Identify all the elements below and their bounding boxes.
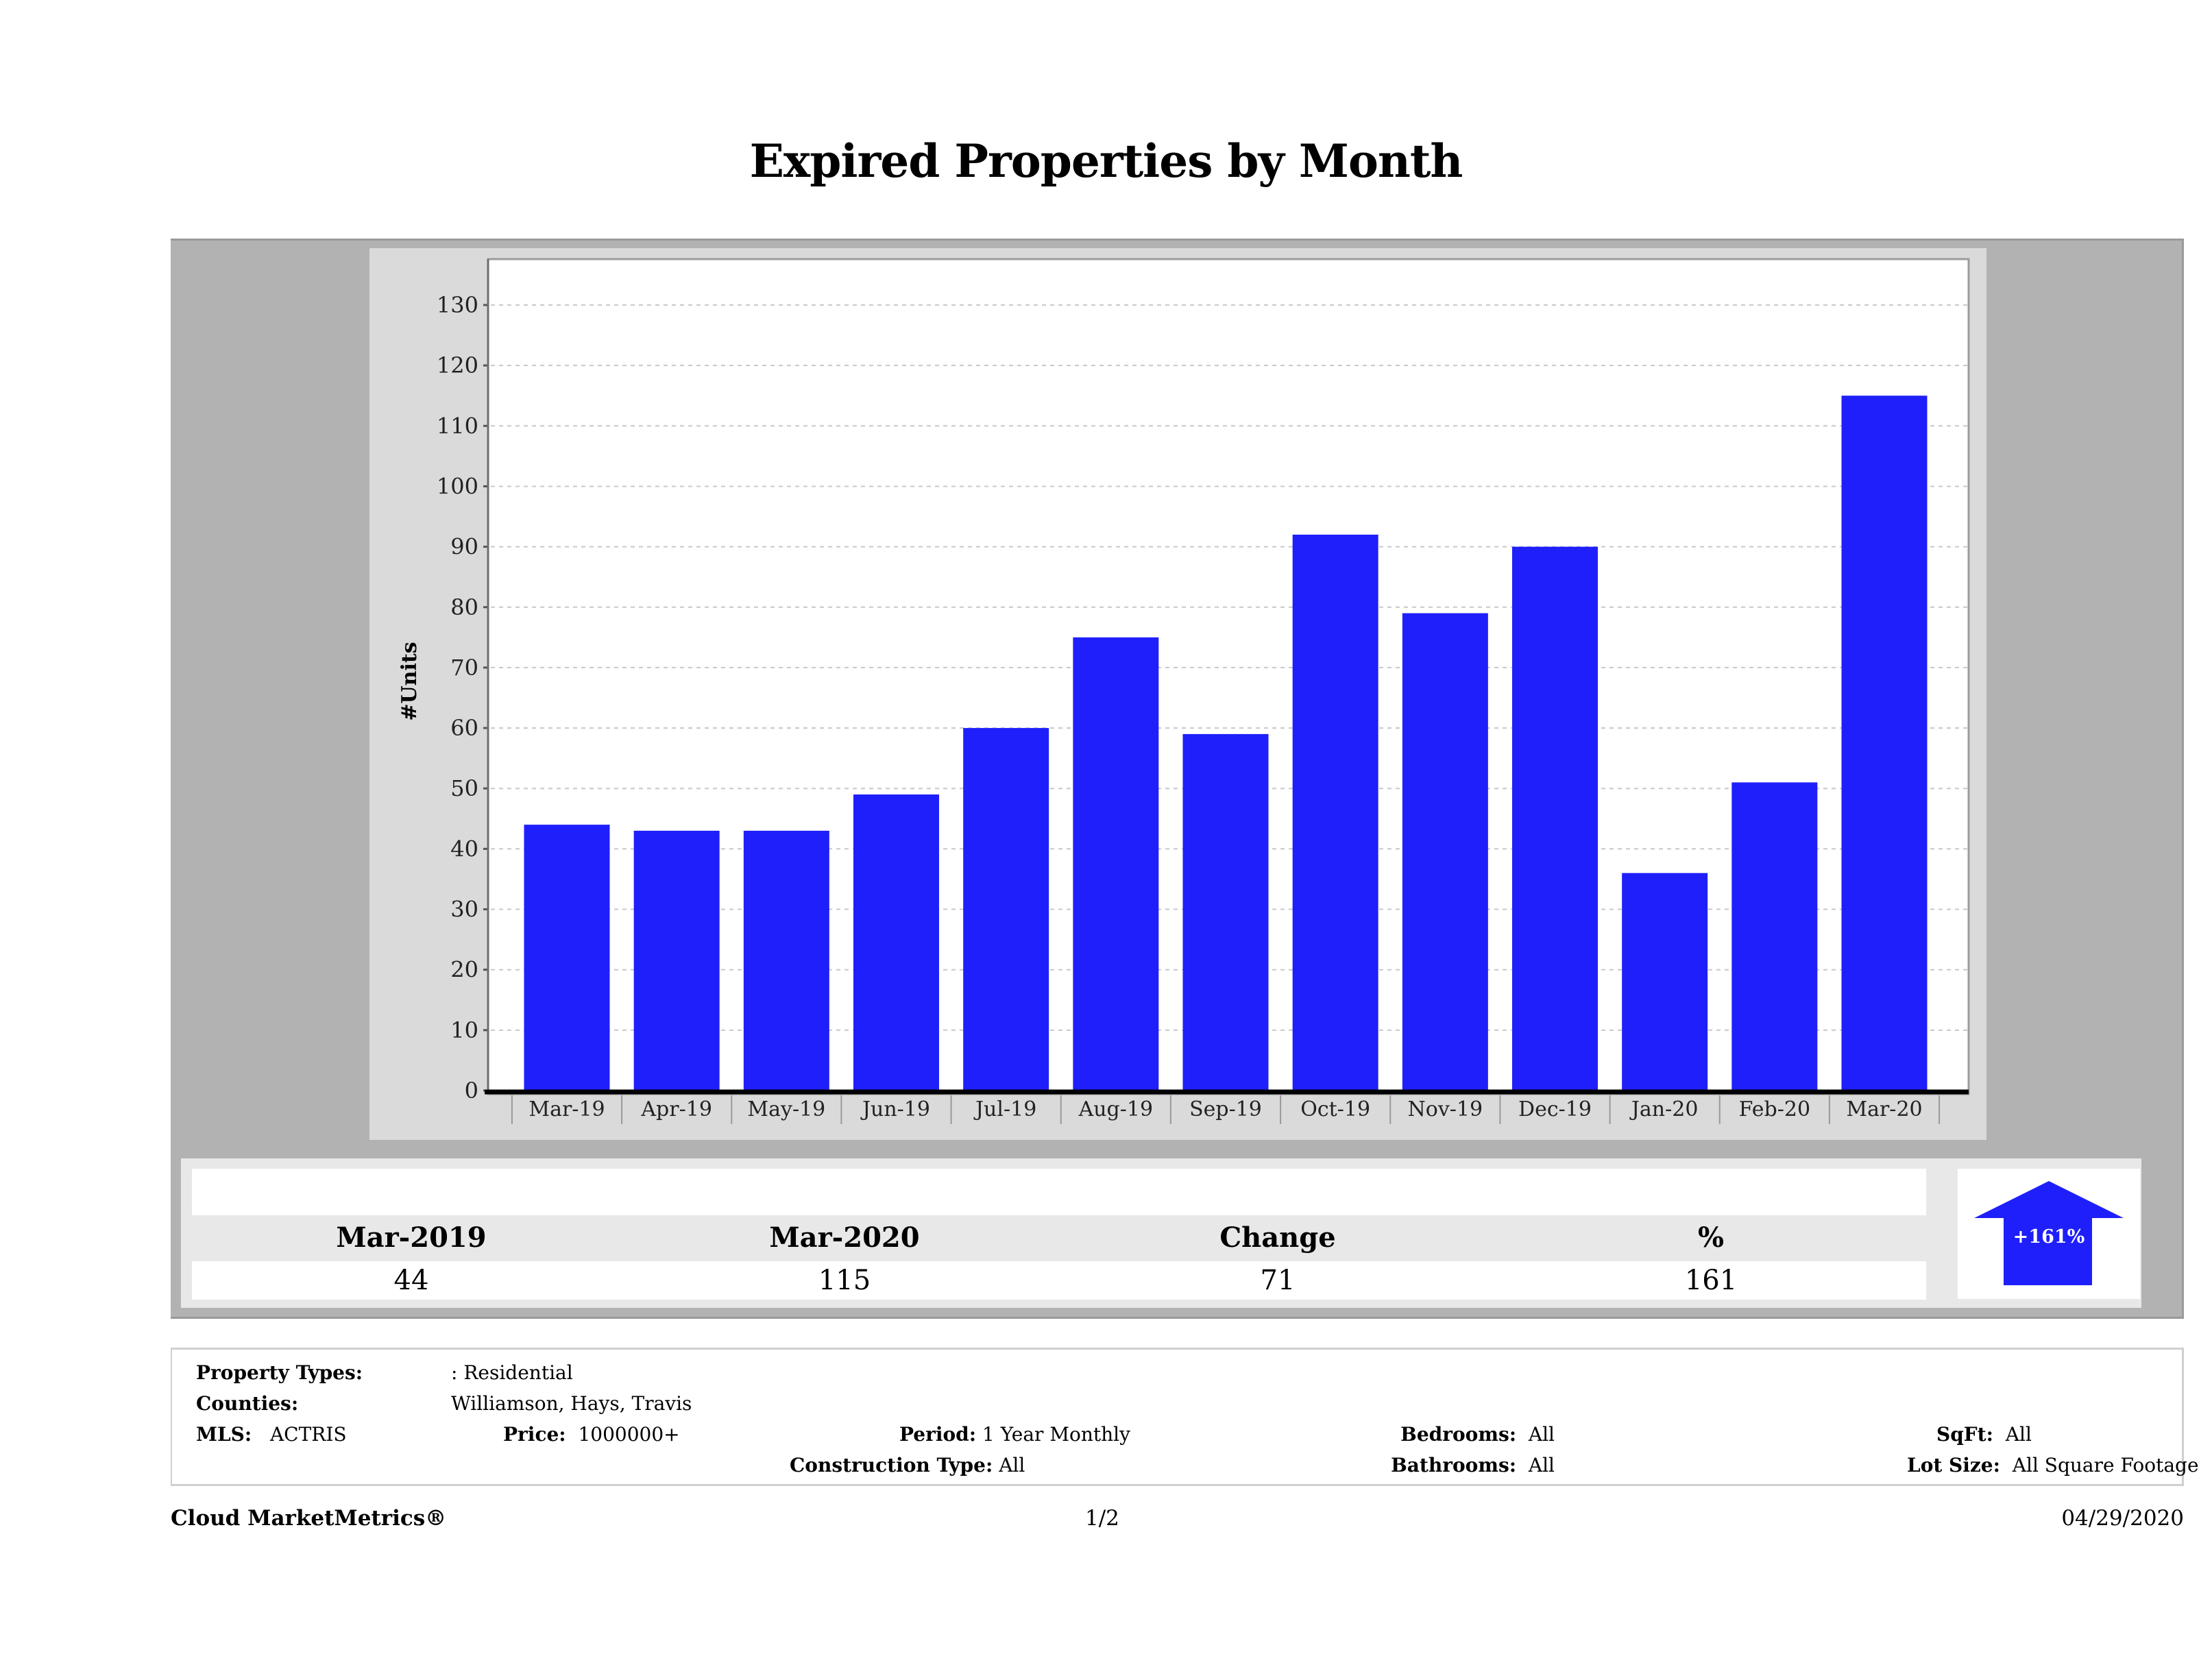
- bathrooms-field: Bathrooms: All: [1391, 1454, 1555, 1477]
- y-tick-label: 60: [450, 715, 478, 741]
- x-tick-label: Sep-19: [1189, 1097, 1262, 1121]
- period-label: Period:: [899, 1423, 977, 1446]
- bar-Dec-19: [1512, 546, 1598, 1091]
- y-tick-label: 10: [450, 1017, 478, 1043]
- x-tick-label: Mar-19: [528, 1097, 605, 1121]
- x-tick-label: Jan-20: [1629, 1097, 1699, 1121]
- price-label: Price:: [503, 1423, 566, 1446]
- bathrooms-value: All: [1528, 1454, 1555, 1476]
- bathrooms-label: Bathrooms:: [1391, 1454, 1517, 1476]
- counties-label-text: Counties:: [196, 1392, 299, 1415]
- bar-Mar-19: [524, 825, 610, 1091]
- summary-header-end: Mar-2020: [769, 1221, 920, 1254]
- x-tick-label: Mar-20: [1846, 1097, 1922, 1121]
- y-tick-label: 110: [437, 413, 478, 439]
- bar-chart: 0 10 20 30 40 50 60 70 80 90 100 110 120 130 Mar-19 Ap…: [398, 258, 1970, 1124]
- construction-field: Construction Type: All: [790, 1454, 1025, 1477]
- x-tick-label: Jul-19: [973, 1097, 1036, 1121]
- bedrooms-label: Bedrooms:: [1400, 1423, 1517, 1446]
- summary-value-start: 44: [393, 1265, 429, 1296]
- x-tick-label: Feb-20: [1739, 1097, 1810, 1121]
- bar-Apr-19: [633, 830, 720, 1091]
- period-field: Period: 1 Year Monthly: [899, 1423, 1130, 1446]
- report-date: 04/29/2020: [2061, 1506, 2184, 1531]
- lot-size-value: All Square Footage: [2012, 1454, 2199, 1476]
- y-tick-label: 130: [437, 292, 478, 318]
- bar-Nov-19: [1402, 613, 1488, 1091]
- x-tick-label: Apr-19: [640, 1097, 712, 1121]
- y-tick-label: 120: [437, 352, 478, 378]
- bar-May-19: [743, 830, 829, 1091]
- price-field: Price: 1000000+: [503, 1423, 680, 1446]
- summary-value-change: 71: [1260, 1265, 1296, 1296]
- y-tick-label: 90: [450, 534, 478, 560]
- y-axis-label: #Units: [398, 642, 422, 720]
- property-types-label: Property Types:: [196, 1361, 363, 1385]
- y-axis-ticks: 0 10 20 30 40 50 60 70 80 90 100 110 120 130: [437, 292, 488, 1104]
- filter-info-box: [171, 1348, 2184, 1486]
- page-number: 1/2: [1085, 1506, 1119, 1531]
- property-types-value: : Residential: [451, 1361, 573, 1384]
- counties-label: Counties:: [196, 1392, 298, 1415]
- property-types-label-text: Property Types:: [196, 1361, 363, 1384]
- y-tick-label: 30: [450, 897, 478, 923]
- summary-header-percent: %: [1697, 1221, 1724, 1254]
- summary-header-start: Mar-2019: [336, 1221, 487, 1254]
- arrow-up-icon: +161%: [1974, 1181, 2124, 1285]
- y-tick-label: 100: [437, 473, 478, 499]
- bar-Jun-19: [853, 794, 939, 1091]
- summary-header-change: Change: [1219, 1221, 1336, 1254]
- summary-blank-row: [192, 1169, 1926, 1215]
- bar-Sep-19: [1182, 733, 1269, 1091]
- bedrooms-field: Bedrooms: All: [1400, 1423, 1555, 1446]
- mls-field: MLS: ACTRIS: [196, 1423, 347, 1446]
- price-value: 1000000+: [578, 1423, 680, 1446]
- bar-Mar-20: [1841, 396, 1928, 1091]
- summary-value-end: 115: [818, 1265, 871, 1296]
- summary-value-percent: 161: [1684, 1265, 1738, 1296]
- lot-size-label: Lot Size:: [1907, 1454, 2000, 1476]
- mls-value: ACTRIS: [269, 1423, 347, 1446]
- lot-size-field: Lot Size: All Square Footage: [1907, 1454, 2199, 1477]
- x-axis-ticks: Mar-19 Apr-19 May-19 Jun-19 Jul-19 Aug-19 Sep-…: [511, 1095, 1941, 1124]
- counties-value: Williamson, Hays, Travis: [451, 1392, 692, 1415]
- x-tick-label: Oct-19: [1300, 1097, 1370, 1121]
- x-tick-label: Jun-19: [860, 1097, 930, 1121]
- bar-Jul-19: [963, 728, 1049, 1091]
- construction-value: All: [999, 1454, 1025, 1476]
- bar-Aug-19: [1073, 637, 1159, 1091]
- y-tick-label: 40: [450, 836, 478, 862]
- construction-label: Construction Type:: [790, 1454, 993, 1476]
- y-tick-label: 50: [450, 775, 478, 801]
- bars: [524, 396, 1928, 1091]
- bedrooms-value: All: [1528, 1423, 1555, 1446]
- arrow-label: +161%: [2013, 1226, 2085, 1248]
- x-tick-label: Nov-19: [1408, 1097, 1483, 1121]
- sqft-label: SqFt:: [1936, 1423, 1993, 1446]
- x-tick-label: May-19: [747, 1097, 825, 1121]
- y-tick-label: 80: [450, 594, 478, 620]
- bar-Jan-20: [1622, 873, 1708, 1091]
- x-tick-label: Aug-19: [1078, 1097, 1154, 1121]
- sqft-field: SqFt: All: [1936, 1423, 2032, 1446]
- y-tick-label: 0: [465, 1078, 478, 1104]
- summary-values-row: [192, 1261, 1926, 1300]
- y-tick-label: 70: [450, 655, 478, 681]
- bar-Oct-19: [1292, 534, 1378, 1091]
- bar-Feb-20: [1731, 782, 1818, 1091]
- brand-name: Cloud MarketMetrics®: [171, 1506, 447, 1531]
- sqft-value: All: [2005, 1423, 2032, 1446]
- mls-label: MLS:: [196, 1423, 252, 1446]
- y-tick-label: 20: [450, 957, 478, 983]
- page-title: Expired Properties by Month: [749, 134, 1463, 188]
- change-indicator: +161%: [1958, 1169, 2140, 1299]
- period-value: 1 Year Monthly: [982, 1423, 1130, 1446]
- x-tick-label: Dec-19: [1518, 1097, 1592, 1121]
